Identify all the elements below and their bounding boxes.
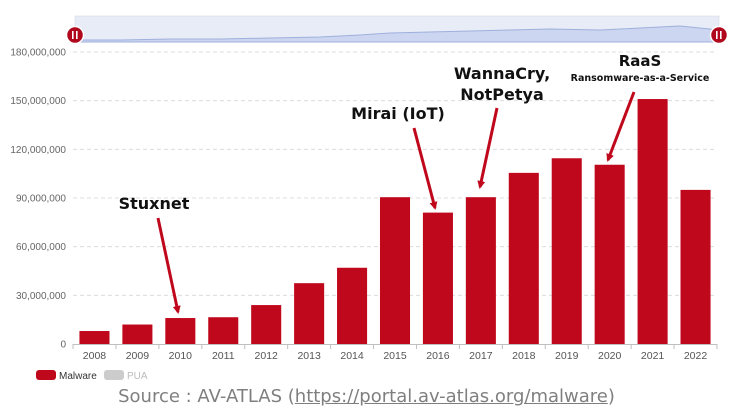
navigator-area (74, 25, 720, 43)
bar-2010[interactable] (165, 318, 196, 344)
x-tick-label: 2019 (555, 350, 579, 362)
annotation-2020: RaaS Ransomware-as-a-Service (571, 52, 710, 162)
legend-label: PUA (127, 371, 148, 382)
y-tick-label: 120,000,000 (10, 145, 66, 156)
bars (79, 99, 711, 344)
legend-swatch (104, 370, 124, 380)
bar-2017[interactable] (465, 197, 496, 344)
annotation-arrow (477, 107, 499, 189)
bar-2013[interactable] (294, 283, 325, 344)
x-tick-label: 2011 (212, 350, 235, 362)
source-caption: Source : AV-ATLAS (https://portal.av-atl… (0, 386, 733, 407)
bar-2015[interactable] (379, 197, 411, 344)
bar-2014[interactable] (337, 267, 368, 344)
bar-2008[interactable] (79, 331, 110, 344)
x-tick-label: 2015 (383, 350, 407, 362)
annotation-arrow (412, 127, 438, 210)
navigator[interactable] (65, 15, 729, 45)
bar-2020[interactable] (594, 164, 625, 344)
bar-2016[interactable] (422, 212, 453, 344)
x-tick-label: 2012 (255, 350, 279, 362)
bar-2018[interactable] (508, 172, 539, 344)
bar-2009[interactable] (122, 324, 153, 344)
legend-swatch (36, 370, 56, 380)
source-link[interactable]: https://portal.av-atlas.org/malware (294, 386, 608, 407)
legend-item-pua[interactable]: PUA (104, 370, 148, 382)
bar-2011[interactable] (208, 317, 239, 344)
x-tick-label: 2022 (684, 350, 708, 362)
source-suffix: ) (607, 386, 615, 407)
legend-label: Malware (59, 371, 97, 382)
y-axis-ticks: 0 30,000,000 60,000,000 90,000,000 120,000,0… (10, 48, 66, 351)
bar-2022[interactable] (680, 189, 711, 344)
x-tick-label: 2018 (512, 350, 536, 362)
x-tick-label: 2020 (598, 350, 622, 362)
legend[interactable]: Malware PUA (36, 370, 148, 382)
annotation-2017: WannaCry, NotPetya (454, 64, 550, 189)
x-tick-label: 2010 (169, 350, 193, 362)
bar-2012[interactable] (251, 305, 282, 344)
navigator-handle-left[interactable] (65, 25, 85, 45)
annotation-text: WannaCry, (454, 64, 550, 83)
annotation-2016: Mirai (IoT) (351, 104, 445, 210)
y-tick-label: 90,000,000 (16, 194, 66, 205)
x-tick-label: 2009 (126, 350, 150, 362)
y-tick-label: 150,000,000 (10, 96, 66, 107)
navigator-handle-right[interactable] (709, 25, 729, 45)
y-tick-label: 60,000,000 (16, 242, 66, 253)
annotation-text: NotPetya (460, 85, 543, 104)
x-tick-label: 2013 (297, 350, 321, 362)
bar-2021[interactable] (637, 99, 668, 344)
x-tick-label: 2017 (469, 350, 493, 362)
x-tick-label: 2016 (426, 350, 450, 362)
annotation-arrow (156, 217, 181, 314)
y-tick-label: 0 (60, 340, 66, 351)
annotation-text: RaaS (619, 52, 662, 70)
y-tick-label: 30,000,000 (16, 291, 66, 302)
source-prefix: Source : AV-ATLAS ( (118, 386, 295, 407)
annotation-arrow (606, 91, 636, 162)
x-tick-label: 2008 (83, 350, 107, 362)
legend-item-malware[interactable]: Malware (36, 370, 97, 382)
x-tick-label: 2014 (340, 350, 364, 362)
x-tick-label: 2021 (641, 350, 665, 362)
annotation-2010: Stuxnet (119, 194, 190, 314)
annotation-text: Mirai (IoT) (351, 104, 445, 123)
bar-2019[interactable] (551, 158, 582, 344)
annotation-text: Stuxnet (119, 194, 190, 213)
annotation-text: Ransomware-as-a-Service (571, 73, 710, 84)
x-axis-ticks: 2008 2009 2010 2011 2012 2013 2014 2015 2016 2017… (72, 344, 718, 362)
y-tick-label: 180,000,000 (10, 48, 66, 59)
